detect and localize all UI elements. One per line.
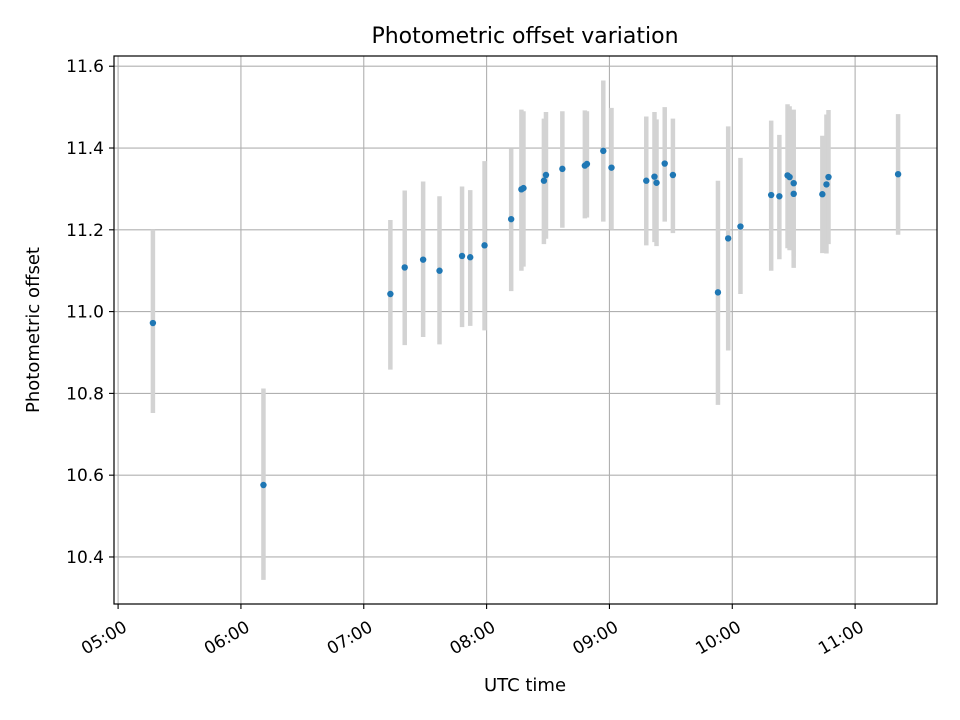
data-point [600,147,607,155]
y-axis-label: Photometric offset [23,247,44,413]
plot-frame [113,55,938,605]
data-point [643,177,650,184]
x-tick-label: 06:00 [201,617,253,659]
grid [114,56,937,604]
data-point [669,171,677,179]
x-tick-label: 08:00 [447,617,499,659]
y-tick-label: 10.8 [66,384,104,404]
x-axis-ticks: 05:00 06:00 07:00 08:00 09:00 10:00 11:00 [78,604,868,659]
data-point [401,264,408,271]
y-tick-label: 10.6 [66,466,104,486]
data-point [458,252,466,260]
data-point [894,170,902,178]
x-axis-label: UTC time [484,675,566,696]
data-point [724,235,732,242]
data-point [653,179,660,186]
data-points [149,147,902,489]
data-point [520,184,527,192]
y-axis-ticks: 10.4 10.6 10.8 11.0 11.2 11.4 11.6 [66,57,114,568]
data-point [737,223,744,230]
y-tick-label: 11.4 [66,139,104,159]
y-tick-label: 11.6 [66,57,104,77]
data-point [507,215,515,223]
data-point [651,173,658,180]
x-tick-label: 05:00 [78,617,130,659]
y-tick-label: 11.0 [66,303,104,323]
data-point [790,190,797,198]
data-point [714,289,722,296]
data-point [419,256,427,263]
data-point [260,481,267,489]
chart-title: Photometric offset variation [371,24,678,49]
x-tick-label: 10:00 [692,617,744,659]
data-point [467,254,474,261]
data-point [825,173,832,181]
data-point [790,179,797,187]
data-point [559,165,566,173]
data-point [540,177,548,184]
y-tick-label: 11.2 [66,221,104,241]
data-point [149,319,157,327]
data-point [481,242,488,249]
data-point [436,267,443,274]
data-point [542,171,550,179]
data-point [583,160,591,168]
x-tick-label: 07:00 [324,617,376,659]
x-tick-label: 09:00 [570,617,622,659]
data-point [661,160,668,167]
y-tick-label: 10.4 [66,548,104,568]
data-point [387,290,394,298]
data-point [608,164,615,171]
data-point [819,191,826,198]
x-tick-label: 11:00 [815,617,867,659]
data-point [776,193,783,200]
data-point [786,173,793,181]
data-point [767,191,775,199]
data-point [823,181,830,188]
